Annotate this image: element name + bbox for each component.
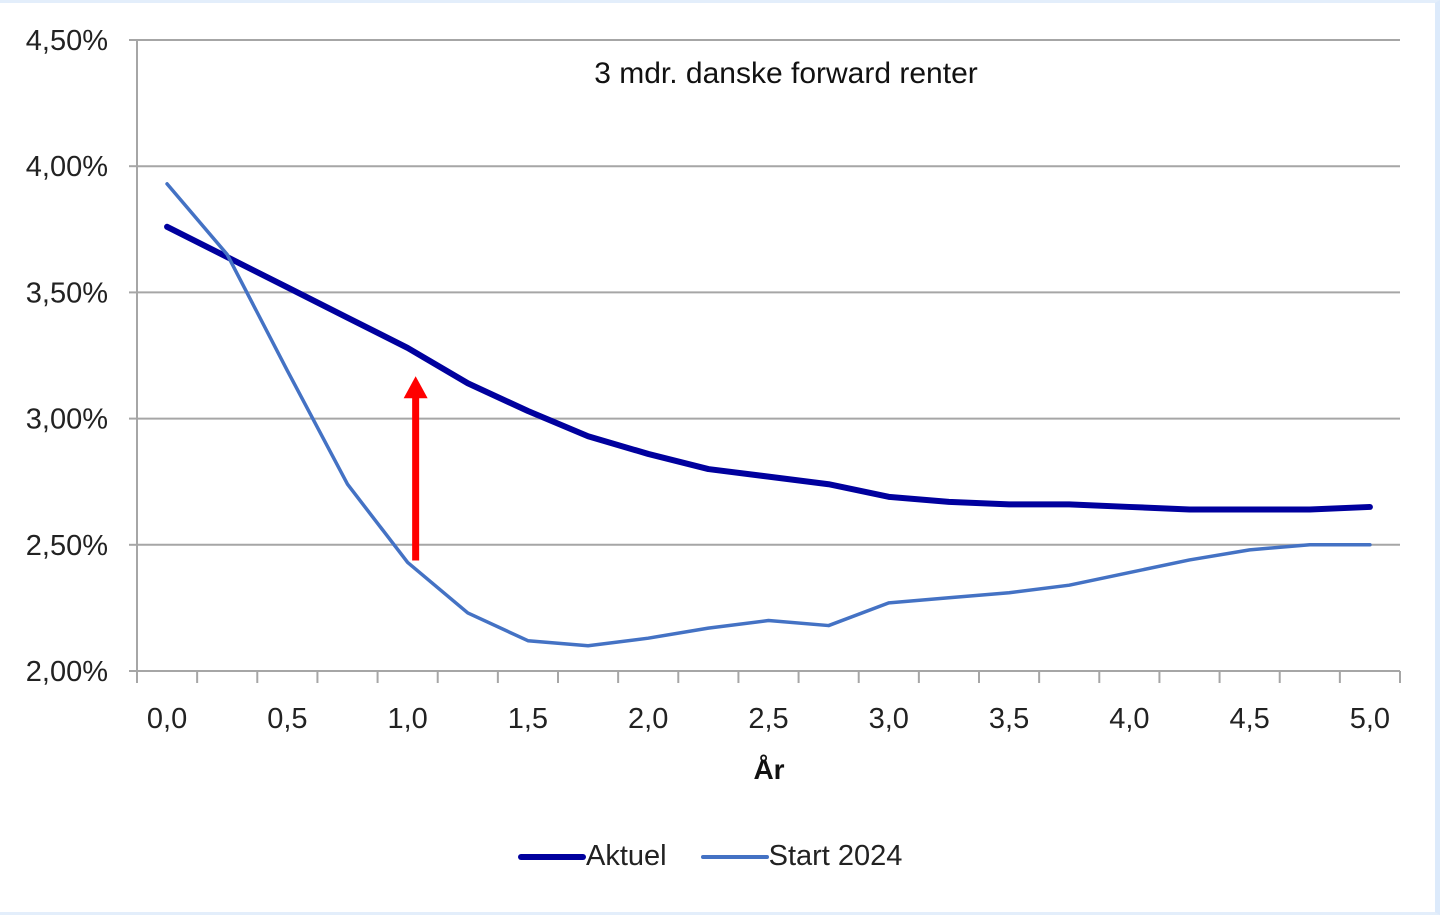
series-line-start-2024 [165, 182, 1372, 648]
x-tick-label: 4,5 [1229, 703, 1269, 735]
x-tick-label: 1,5 [508, 703, 548, 735]
x-tick-label: 0,0 [147, 703, 187, 735]
chart-title: 3 mdr. danske forward renter [594, 57, 978, 90]
x-tick-label: 1,0 [387, 703, 427, 735]
legend-item-start-2024: Start 2024 [700, 840, 903, 873]
gridlines [137, 39, 1400, 546]
x-tick-label: 3,5 [989, 703, 1029, 735]
y-tick-label: 2,50% [26, 530, 108, 562]
y-tick-label: 3,00% [26, 404, 108, 436]
x-tick-label: 2,5 [748, 703, 788, 735]
x-tick-label: 2,0 [628, 703, 668, 735]
y-tick-label: 3,50% [26, 277, 108, 309]
x-tick-label: 0,5 [267, 703, 307, 735]
y-tick-label: 2,00% [26, 656, 108, 688]
legend: Aktuel Start 2024 [518, 840, 936, 873]
x-tick-label: 4,0 [1109, 703, 1149, 735]
annotation-arrow-icon [403, 376, 428, 561]
x-tick-label: 5,0 [1350, 703, 1390, 735]
x-axis-title: År [753, 754, 784, 785]
x-axis: 0,0 0,5 1,0 1,5 2,0 2,5 3,0 3,5 4,0 4,5 5,0 [136, 670, 1401, 735]
legend-item-aktuel: Aktuel [518, 840, 667, 873]
legend-label: Aktuel [586, 840, 667, 872]
y-tick-label: 4,50% [26, 25, 108, 57]
legend-line-start-2024-icon [700, 854, 769, 859]
legend-label: Start 2024 [768, 840, 903, 872]
x-tick-label: 3,0 [869, 703, 909, 735]
series-line-aktuel [164, 223, 1373, 513]
y-tick-label: 4,00% [26, 151, 108, 183]
series-lines [164, 182, 1373, 648]
legend-line-aktuel-icon [518, 853, 586, 860]
y-axis: 2,00% 2,50% 3,00% 3,50% 4,00% 4,50% [26, 25, 138, 688]
